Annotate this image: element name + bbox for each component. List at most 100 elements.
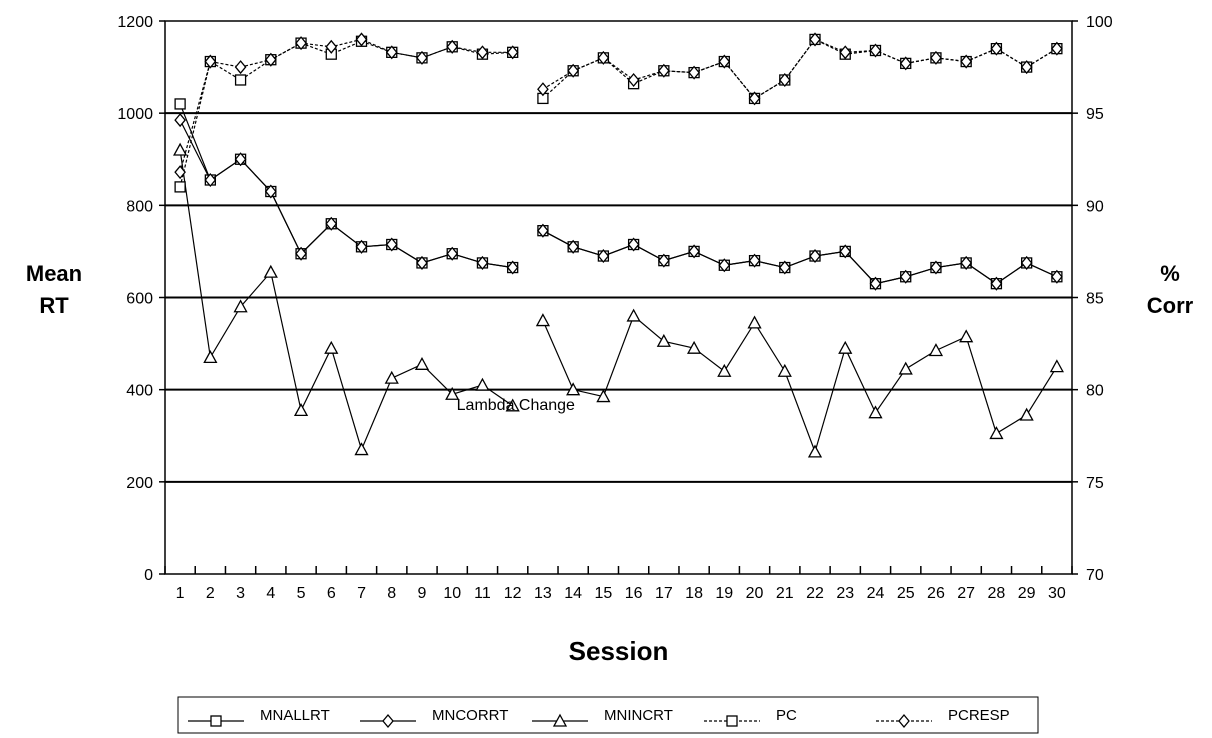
data-point-triangle [686,340,702,354]
data-point-triangle [566,382,581,396]
legend-item-pcresp: PCRESP [876,707,1010,729]
data-point-diamond [809,249,821,264]
data-point-diamond [778,72,791,88]
data-point-diamond [506,45,519,60]
data-point-diamond [839,45,852,60]
data-point-square [726,715,738,727]
data-point-diamond [658,63,670,78]
x-tick-label: 12 [504,585,522,602]
data-point-diamond [446,246,459,261]
data-point-triangle [535,313,551,327]
x-tick-label: 9 [418,585,427,602]
y2-tick-label: 95 [1086,106,1104,123]
y-tick-label: 200 [126,475,153,492]
data-point-diamond [476,45,489,60]
data-point-diamond [264,184,277,199]
data-point-diamond [416,255,428,270]
y-tick-label: 0 [144,567,153,584]
x-tick-label: 30 [1048,585,1066,602]
series-mnincrt [173,142,1064,458]
data-point-diamond [688,244,700,259]
x-tick-label: 18 [685,585,703,602]
x-tick-label: 15 [594,585,612,602]
x-tick-label: 11 [474,585,491,602]
data-point-diamond [990,276,1003,291]
x-tick-label: 20 [746,585,764,602]
data-point-diamond [627,237,640,252]
data-point-diamond [778,260,791,275]
data-point-triangle [838,340,853,354]
series-line [542,38,1058,100]
x-tick-label: 24 [867,585,885,602]
series-line [179,103,513,269]
data-point-diamond [382,713,394,729]
x-tick-label: 23 [836,585,854,602]
data-point-diamond [960,54,973,69]
data-point-diamond [597,50,610,65]
y-axis-right: 70 75 80 85 90 95 100 [1072,14,1113,584]
data-point-triangle [928,343,944,357]
y-axis-title-line-2: RT [39,293,69,318]
x-tick-label: 26 [927,585,945,602]
y2-tick-label: 80 [1086,383,1104,400]
legend-label: MNINCRT [604,707,673,724]
data-point-square [234,74,247,86]
data-point-diamond [899,56,912,71]
x-tick-label: 4 [266,585,275,602]
series-line [179,149,514,452]
data-point-diamond [688,65,700,80]
data-point-diamond [506,260,519,275]
y2-axis-title-line-1: % [1160,261,1180,286]
y-axis-title-line-1: Mean [26,261,82,286]
data-point-triangle [233,299,248,313]
x-tick-label: 2 [206,585,215,602]
data-point-diamond [1020,255,1033,270]
data-point-diamond [385,237,398,252]
y2-tick-label: 70 [1086,567,1104,584]
data-point-diamond [718,258,731,273]
data-point-diamond [718,54,731,69]
y2-axis-title-line-2: Corr [1147,293,1194,318]
data-point-diamond [1020,60,1033,75]
data-point-diamond [355,239,368,254]
data-point-triangle [959,329,974,343]
annotation-lambda-change: Lambda Change [457,397,575,414]
data-point-triangle [475,377,490,391]
data-point-diamond [839,244,852,259]
x-tick-label: 1 [176,585,185,602]
x-tick-label: 10 [443,585,461,602]
x-tick-label: 22 [806,585,824,602]
x-tick-label: 17 [655,585,673,602]
x-tick-label: 6 [327,585,336,602]
data-point-diamond [748,253,761,268]
data-point-diamond [1051,269,1063,284]
series-mncorrt [174,113,1063,291]
series-mnallrt [174,98,1063,290]
data-point-triangle [1049,359,1064,373]
data-point-triangle [777,363,792,377]
y2-tick-label: 90 [1086,198,1104,215]
x-tick-label: 13 [534,585,552,602]
legend-item-mncorrt: MNCORRT [360,707,508,729]
data-point-triangle [505,398,520,412]
legend-box [177,696,1039,734]
legend-label: MNCORRT [432,707,508,724]
x-tick-label: 21 [776,585,794,602]
data-point-square [174,98,186,110]
data-point-diamond [416,50,428,65]
data-point-triangle [626,308,641,322]
data-point-triangle [989,426,1004,440]
y-tick-label: 1200 [117,14,153,31]
legend-item-mnallrt: MNALLRT [188,707,330,727]
data-point-triangle [596,389,611,403]
legend-label: MNALLRT [260,707,330,724]
data-point-triangle [445,386,460,400]
series-line [542,230,1058,285]
data-point-diamond [930,260,942,275]
series-line [542,38,1058,100]
data-point-triangle [263,264,278,278]
data-point-diamond [1051,41,1063,56]
data-point-triangle [747,315,762,329]
data-point-diamond [869,43,882,58]
data-point-triangle [898,361,913,375]
